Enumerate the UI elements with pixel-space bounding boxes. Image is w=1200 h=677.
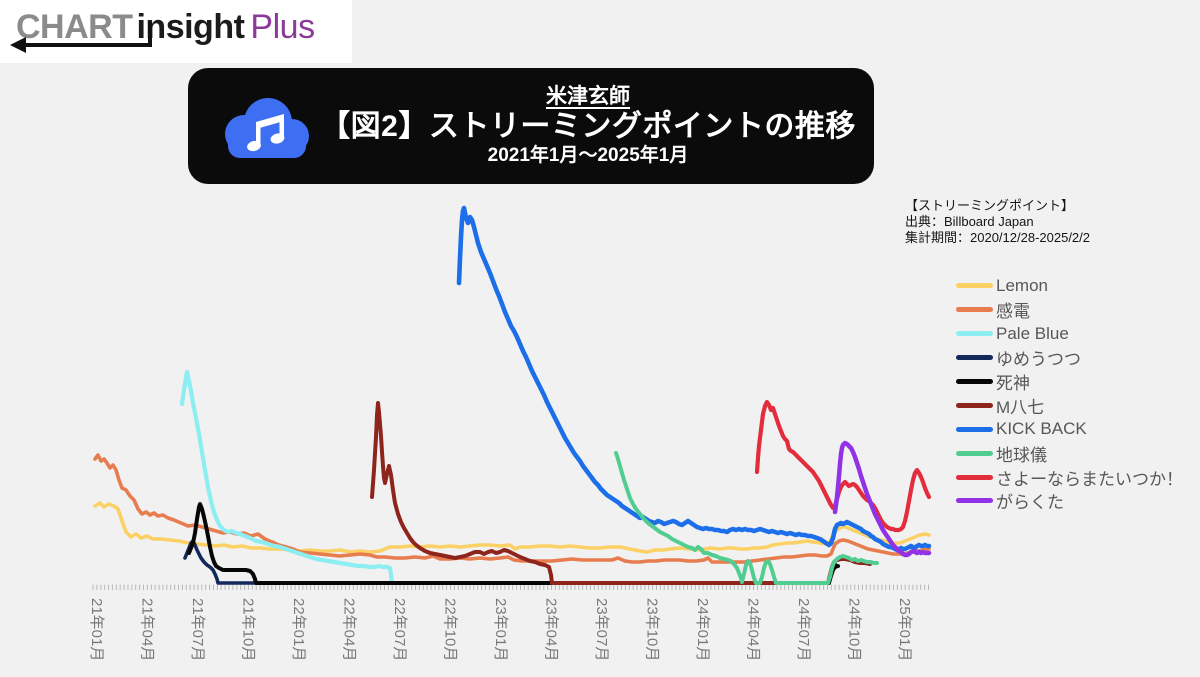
legend-label-sayonara: さよーならまたいつか！ xyxy=(996,469,1183,489)
series-line-shinigami xyxy=(187,502,840,585)
x-axis-label: 25年01月 xyxy=(896,598,913,661)
x-axis-label: 24年01月 xyxy=(694,598,711,661)
legend-item-m87: M八七 xyxy=(956,393,1183,417)
x-axis-label: 21年01月 xyxy=(88,598,105,661)
title-banner: 米津玄師 【図2】ストリーミングポイントの推移 2021年1月～2025年1月 xyxy=(188,68,874,184)
logo-word-insight: insight xyxy=(136,8,245,46)
series-line-kick-back xyxy=(456,205,932,553)
x-axis-label: 21年10月 xyxy=(240,598,257,661)
legend-label-pale-blue: Pale Blue xyxy=(996,323,1069,343)
legend-item-chikyugi: 地球儀 xyxy=(956,441,1183,465)
legend-swatch-shinigami xyxy=(956,379,993,384)
legend-swatch-kanden xyxy=(956,307,993,313)
legend: Lemon 感電 Pale Blue ゆめうつつ死神 M八七 KICK BACK 地球儀さよ… xyxy=(956,274,1183,513)
legend-swatch-lemon xyxy=(956,283,993,289)
logo-underline-arrow-icon xyxy=(10,22,152,53)
legend-label-shinigami: 死神 xyxy=(996,374,1030,394)
x-axis-label: 24年04月 xyxy=(745,598,762,661)
logo-text: CHART insight Plus xyxy=(16,8,315,47)
logo-word-plus: Plus xyxy=(250,8,315,46)
legend-swatch-chikyugi xyxy=(956,450,993,456)
legend-swatch-pale-blue xyxy=(956,331,993,337)
legend-swatch-garakuta xyxy=(956,498,993,504)
legend-item-lemon: Lemon xyxy=(956,274,1183,298)
x-axis-minor-ticks xyxy=(92,584,929,590)
legend-label-m87: M八七 xyxy=(996,397,1045,417)
legend-label-kanden: 感電 xyxy=(996,302,1030,322)
series-line-garakuta xyxy=(832,440,932,558)
legend-label-lemon: Lemon xyxy=(996,275,1048,295)
legend-label-yumeutsutsu: ゆめうつつ xyxy=(996,350,1081,370)
legend-label-chikyugi: 地球儀 xyxy=(996,445,1047,465)
legend-item-sayonara: さよーならまたいつか！ xyxy=(956,465,1183,489)
x-axis-label: 24年10月 xyxy=(846,598,863,661)
legend-item-kick-back: KICK BACK xyxy=(956,417,1183,441)
x-axis-label: 24年07月 xyxy=(795,598,812,661)
x-axis-label: 22年04月 xyxy=(341,598,358,661)
legend-label-kick-back: KICK BACK xyxy=(996,419,1087,439)
source-note-source: 出典：Billboard Japan xyxy=(905,214,1034,229)
legend-item-yumeutsutsu: ゆめうつつ xyxy=(956,346,1183,370)
legend-swatch-kick-back xyxy=(956,426,993,432)
x-axis-label: 23年01月 xyxy=(492,598,509,661)
legend-item-pale-blue: Pale Blue xyxy=(956,322,1183,346)
x-axis-label: 21年07月 xyxy=(189,598,206,661)
legend-item-garakuta: がらくた xyxy=(956,489,1183,513)
x-axis-label: 22年10月 xyxy=(442,598,459,661)
legend-label-garakuta: がらくた xyxy=(996,493,1064,513)
source-note-heading: 【ストリーミングポイント】 xyxy=(905,198,1075,213)
chart-insight-logo: CHART insight Plus xyxy=(0,0,352,63)
chart-title: 【図2】ストリーミングポイントの推移 xyxy=(320,110,856,144)
x-axis-label: 22年07月 xyxy=(391,598,408,661)
series-line-chikyugi xyxy=(614,451,879,585)
legend-swatch-sayonara xyxy=(956,474,993,480)
x-axis-label: 23年10月 xyxy=(644,598,661,661)
x-axis-label: 23年07月 xyxy=(593,598,610,661)
chart-period: 2021年1月～2025年1月 xyxy=(487,144,689,166)
x-axis-label: 21年04月 xyxy=(139,598,156,661)
banner-text: 米津玄師 【図2】ストリーミングポイントの推移 2021年1月～2025年1月 xyxy=(318,68,858,184)
artist-name: 米津玄師 xyxy=(546,84,630,108)
legend-swatch-yumeutsutsu xyxy=(956,355,993,361)
source-note-range: 集計期間：2020/12/28-2025/2/2 xyxy=(905,230,1090,245)
music-cloud-icon xyxy=(225,98,309,158)
x-axis-label: 23年04月 xyxy=(543,598,560,661)
series-line-pale-blue xyxy=(179,369,395,586)
legend-item-kanden: 感電 xyxy=(956,298,1183,322)
source-note: 【ストリーミングポイント】 出典：Billboard Japan 集計期間：20… xyxy=(905,198,1090,246)
legend-swatch-m87 xyxy=(956,402,993,408)
series-line-sayonara xyxy=(754,399,932,533)
series-line-kanden xyxy=(93,453,931,564)
legend-item-shinigami: 死神 xyxy=(956,370,1183,394)
x-axis-label: 22年01月 xyxy=(290,598,307,661)
logo-word-chart: CHART xyxy=(16,8,133,46)
